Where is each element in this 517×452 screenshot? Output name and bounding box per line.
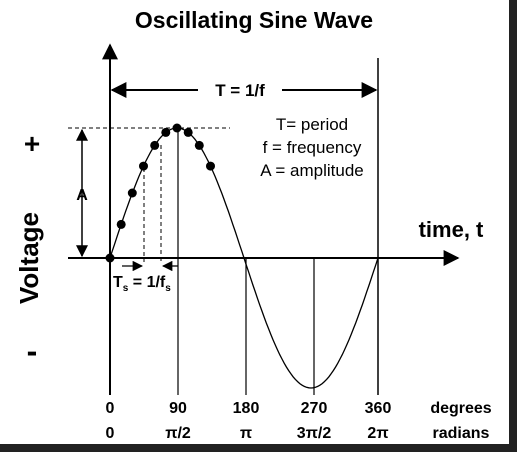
sample-point <box>116 219 126 229</box>
title: Oscillating Sine Wave <box>135 7 373 33</box>
degrees-unit: degrees <box>430 400 491 417</box>
radian-tick-pi: π <box>240 425 252 442</box>
sample-point <box>172 123 182 133</box>
sine-wave-diagram: Oscillating Sine Wave T = 1/f T= period … <box>14 7 492 442</box>
y-axis-label: Voltage <box>14 212 44 304</box>
minus-sign: - <box>27 333 38 369</box>
plus-sign: + <box>24 128 40 159</box>
degree-tick-270: 270 <box>301 400 328 417</box>
sample-point <box>139 161 148 171</box>
x-axis-label: time, t <box>419 217 484 242</box>
definition-period: T= period <box>276 115 348 134</box>
diagram-panel: Oscillating Sine Wave T = 1/f T= period … <box>0 0 509 444</box>
radian-tick-3pi-2: 3π/2 <box>297 425 332 442</box>
sample-point <box>194 140 204 150</box>
degree-tick-0: 0 <box>106 400 115 417</box>
sample-points <box>105 123 215 263</box>
radian-tick-2pi: 2π <box>367 425 388 442</box>
definition-amplitude: A = amplitude <box>260 161 364 180</box>
sample-point <box>150 140 160 150</box>
sample-point <box>127 188 137 198</box>
sampling-label: Ts = 1/fs <box>113 274 171 294</box>
radians-unit: radians <box>433 425 490 442</box>
radian-tick-pi-2: π/2 <box>165 425 191 442</box>
sample-point <box>105 253 115 263</box>
sample-point <box>161 127 171 137</box>
degree-tick-360: 360 <box>365 400 392 417</box>
sample-point <box>183 127 193 137</box>
degree-tick-180: 180 <box>233 400 260 417</box>
definition-frequency: f = frequency <box>263 138 362 157</box>
period-label: T = 1/f <box>215 81 265 100</box>
sample-point <box>206 161 215 171</box>
amplitude-label: A <box>76 187 88 204</box>
radian-tick-0: 0 <box>106 425 115 442</box>
degree-tick-90: 90 <box>169 400 187 417</box>
